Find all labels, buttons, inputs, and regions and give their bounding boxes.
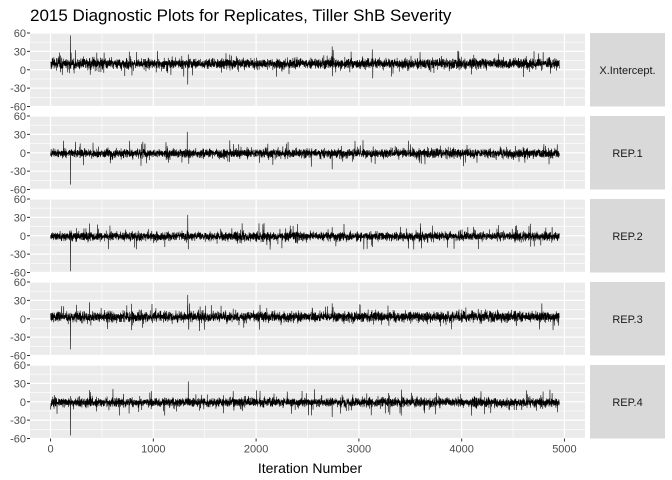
y-tick-label: -60 (10, 102, 26, 114)
trace-line-rep-1 (50, 131, 560, 185)
trace-line-rep-2 (50, 214, 560, 272)
x-tick-label: 3000 (347, 444, 371, 456)
facet-strip (590, 282, 665, 356)
x-tick-label: 0 (47, 444, 53, 456)
chart-title: 2015 Diagnostic Plots for Replicates, Ti… (30, 6, 452, 25)
x-tick-label: 4000 (449, 444, 473, 456)
y-tick-label: 30 (14, 378, 26, 390)
trace-line-rep-4 (50, 381, 560, 436)
x-tick-label: 2000 (244, 444, 268, 456)
y-tick-label: 0 (20, 65, 26, 77)
facet-strip (590, 199, 665, 273)
y-tick-label: -60 (10, 185, 26, 197)
facet-panels: -60-3003060X.Intercept.-60-3003060REP.1-… (10, 28, 665, 446)
facet-panel: -60 -30 0 30 60 REP.3 (10, 277, 665, 363)
y-tick-label: -30 (10, 332, 26, 344)
x-tick-label: 1000 (141, 444, 165, 456)
y-tick-label: -30 (10, 83, 26, 95)
y-tick-label: -30 (10, 415, 26, 427)
y-tick-label: -30 (10, 166, 26, 178)
facet-strip-label: REP.4 (612, 397, 642, 409)
facet-strip-label: REP.2 (612, 231, 642, 243)
facet-strip-label: REP.1 (612, 148, 642, 160)
y-tick-label: -60 (10, 434, 26, 446)
y-tick-label: 60 (14, 194, 26, 206)
facet-strip-label: X.Intercept. (599, 65, 655, 77)
y-tick-label: 0 (20, 148, 26, 160)
trace-line-rep-3 (50, 294, 560, 350)
y-tick-label: -60 (10, 351, 26, 363)
y-tick-label: 60 (14, 360, 26, 372)
facet-panel: -60 -30 0 30 60 REP.2 (10, 194, 665, 280)
facet-strip (590, 33, 665, 107)
y-tick-label: -30 (10, 249, 26, 261)
x-axis: 0 1000 2000 3000 4000 5000 (47, 438, 577, 456)
trace-line-x-intercept- (50, 35, 560, 85)
y-tick-label: 60 (14, 111, 26, 123)
facet-panel: -60 -30 0 30 60 REP.4 (10, 360, 665, 446)
y-tick-label: 30 (14, 295, 26, 307)
facet-strip (590, 365, 665, 439)
y-tick-label: 30 (14, 46, 26, 58)
y-tick-label: 0 (20, 314, 26, 326)
y-tick-label: 60 (14, 277, 26, 289)
y-tick-label: 60 (14, 28, 26, 40)
x-axis-title: Iteration Number (258, 460, 363, 476)
y-tick-label: 0 (20, 231, 26, 243)
y-tick-label: 0 (20, 397, 26, 409)
y-tick-label: -60 (10, 268, 26, 280)
y-tick-label: 30 (14, 129, 26, 141)
facet-panel: -60 -30 0 30 60 X.Intercept. (10, 28, 665, 114)
x-tick-label: 5000 (552, 444, 576, 456)
facet-strip-label: REP.3 (612, 314, 642, 326)
facet-strip (590, 116, 665, 190)
facet-panel: -60 -30 0 30 60 REP.1 (10, 111, 665, 197)
y-tick-label: 30 (14, 212, 26, 224)
